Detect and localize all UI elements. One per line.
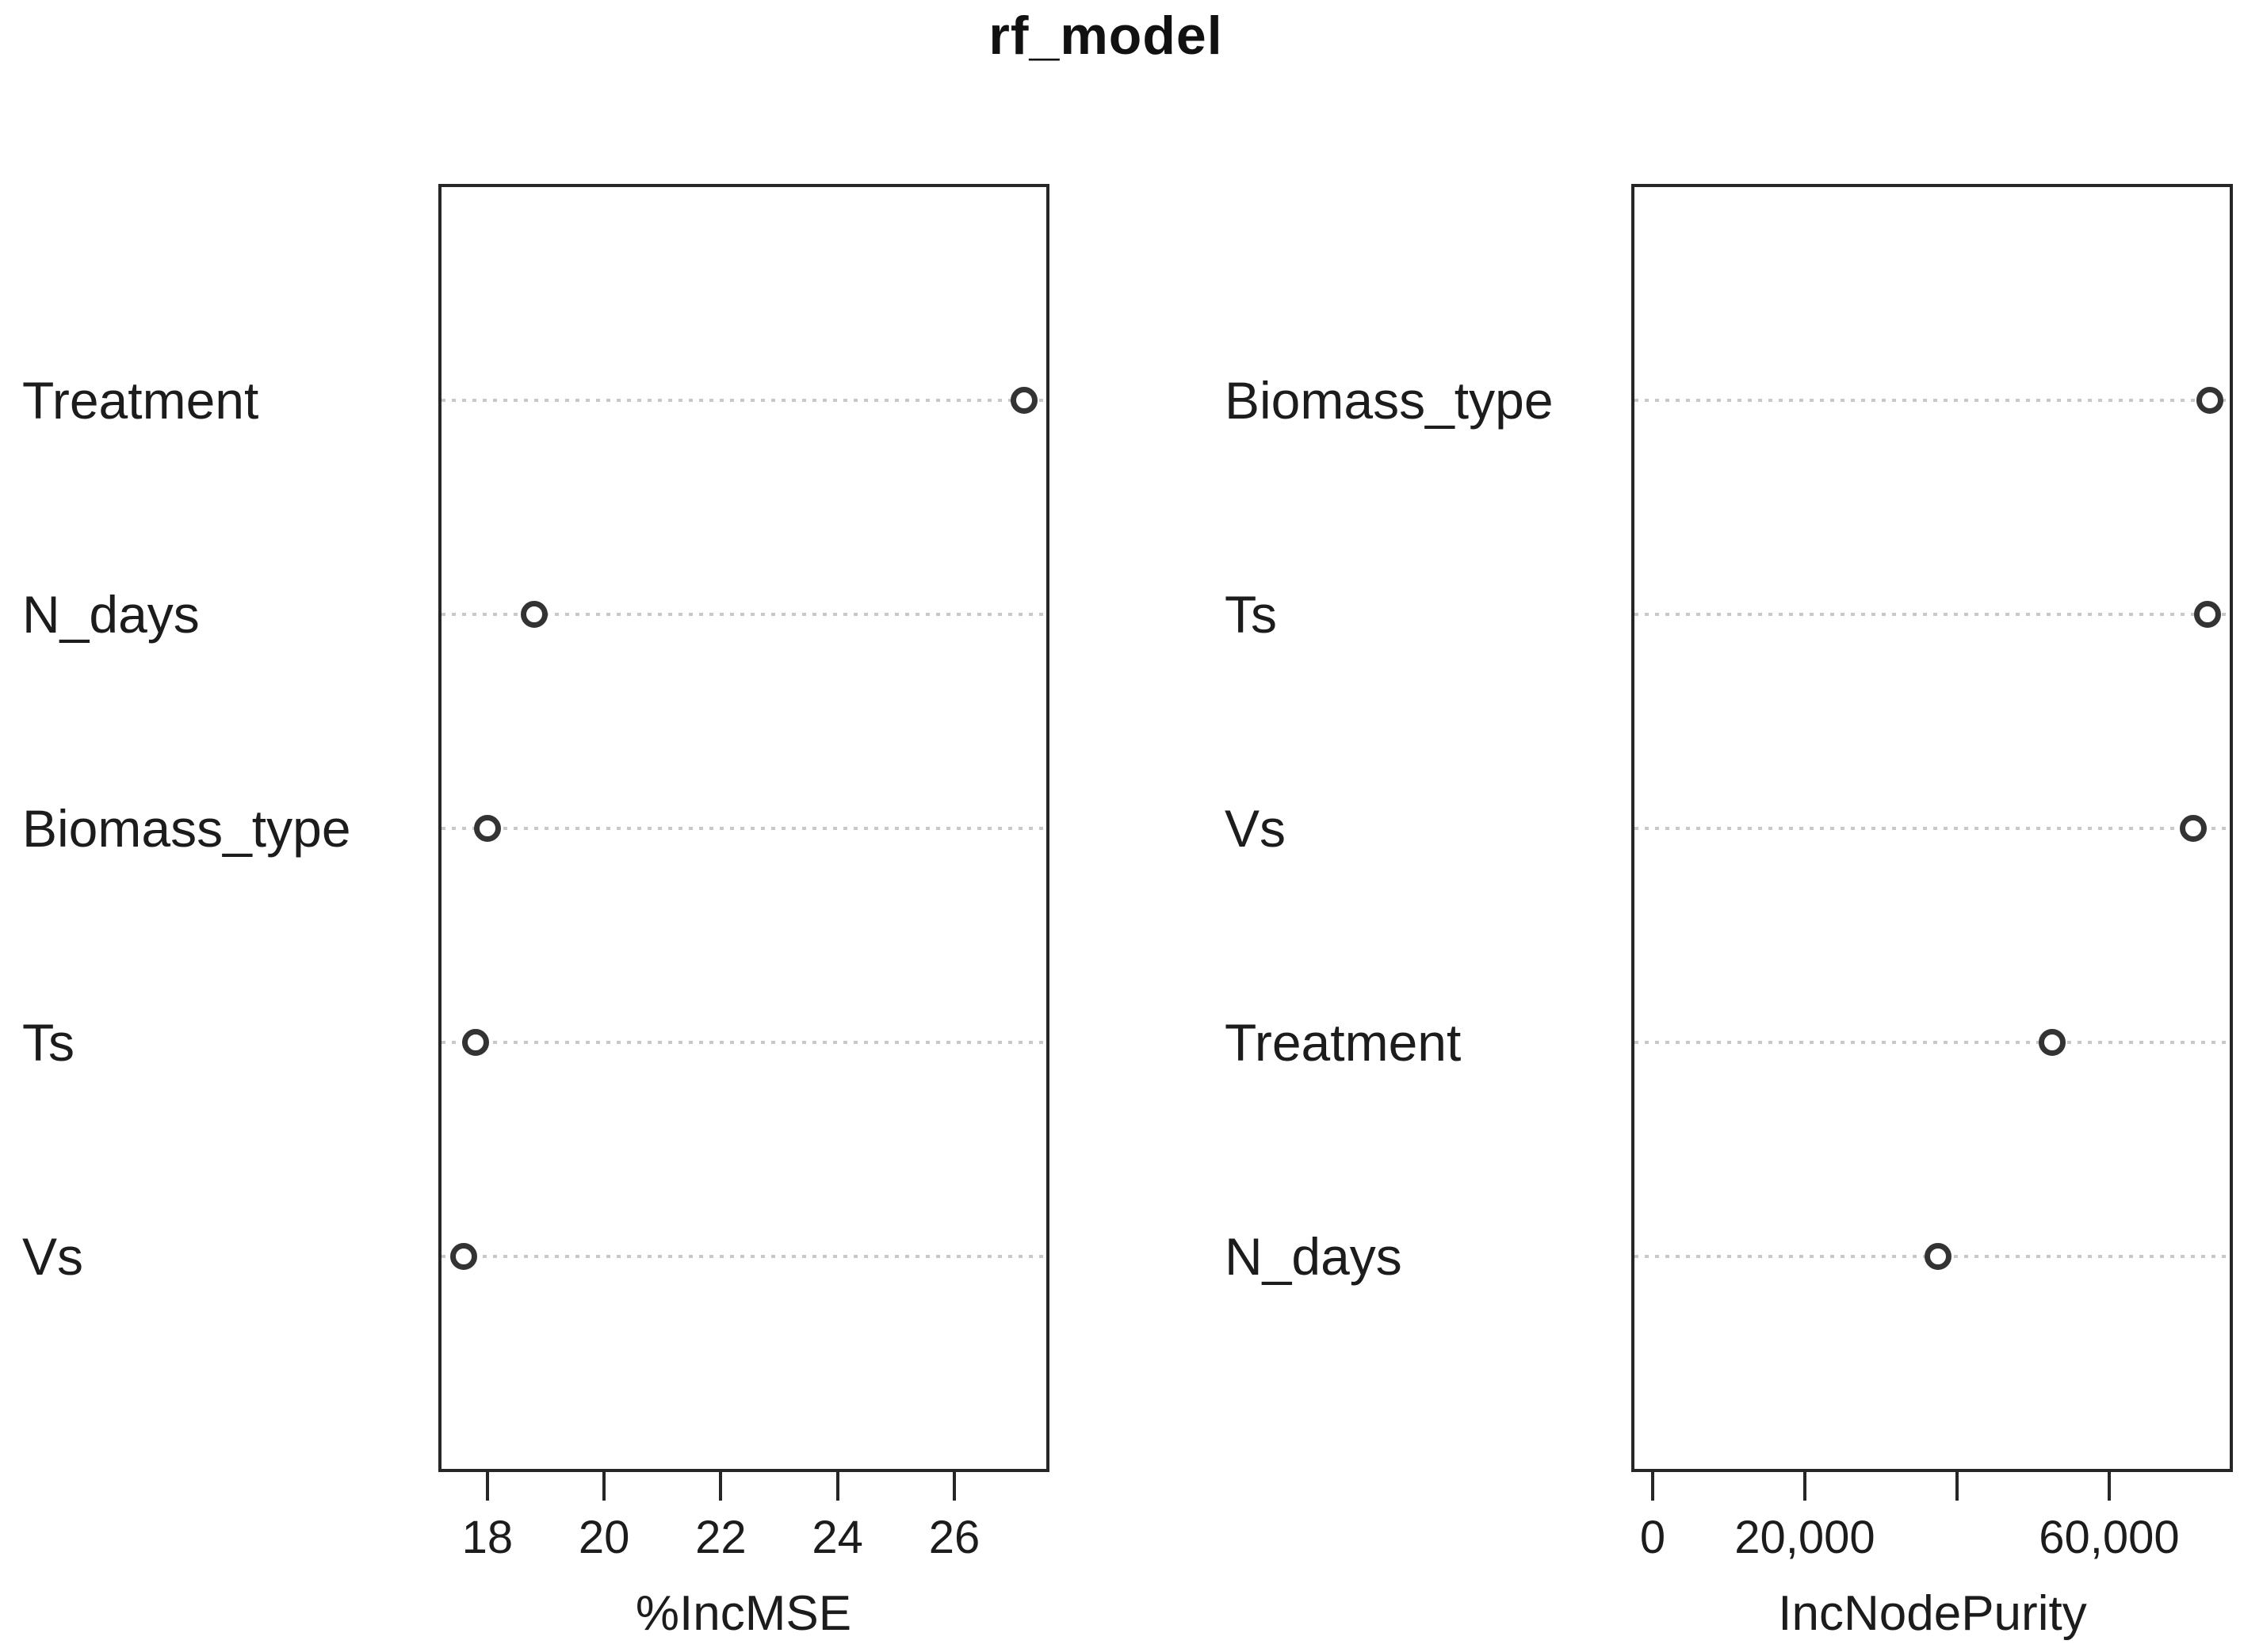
category-label-treatment: Treatment [22,371,259,430]
data-point-treatment [2038,1029,2066,1056]
dotted-gridline [1634,1041,2230,1044]
category-label-biomass_type: Biomass_type [22,799,351,858]
x-axis-tick [2107,1472,2111,1501]
data-point-vs [450,1243,478,1270]
data-point-ts [2193,601,2221,628]
x-axis-tick [602,1472,606,1501]
x-tick-label: 20,000 [1734,1512,1875,1563]
data-point-biomass_type [2196,387,2223,414]
x-axis-tick [719,1472,723,1501]
data-point-n_days [520,601,548,628]
dotted-gridline [442,613,1046,616]
x-tick-label: 0 [1639,1512,1666,1563]
category-label-n_days: N_days [22,585,200,644]
dotted-gridline [442,827,1046,830]
x-axis-label-incnodepurity: IncNodePurity [1778,1586,2087,1641]
data-point-ts [462,1029,490,1056]
data-point-n_days [1924,1243,1951,1270]
x-tick-label: 18 [461,1512,514,1563]
x-tick-label: 22 [695,1512,747,1563]
data-point-biomass_type [473,815,501,842]
category-label-treatment: Treatment [1225,1013,1462,1072]
category-label-n_days: N_days [1225,1227,1402,1286]
dotted-gridline [1634,827,2230,830]
dotted-gridline [1634,399,2230,402]
category-label-vs: Vs [1225,799,1286,858]
x-axis-tick [1650,1472,1654,1501]
dotted-gridline [442,1041,1046,1044]
x-axis-tick [835,1472,839,1501]
figure-title: rf_model [988,6,1223,66]
dotted-gridline [442,1255,1046,1258]
x-axis-tick [1955,1472,1959,1501]
x-tick-label: 20 [578,1512,630,1563]
x-tick-label: 26 [928,1512,981,1563]
data-point-vs [2179,815,2207,842]
dotted-gridline [442,399,1046,402]
category-label-ts: Ts [1225,585,1277,644]
x-tick-label: 60,000 [2039,1512,2180,1563]
x-axis-tick [485,1472,489,1501]
category-label-biomass_type: Biomass_type [1225,371,1554,430]
category-label-ts: Ts [22,1013,75,1072]
category-label-vs: Vs [22,1227,84,1286]
x-axis-tick [952,1472,956,1501]
dotted-gridline [1634,613,2230,616]
data-point-treatment [1011,387,1038,414]
x-axis-label-incmse: %IncMSE [635,1586,852,1641]
x-tick-label: 24 [812,1512,863,1563]
x-axis-tick [1802,1472,1806,1501]
